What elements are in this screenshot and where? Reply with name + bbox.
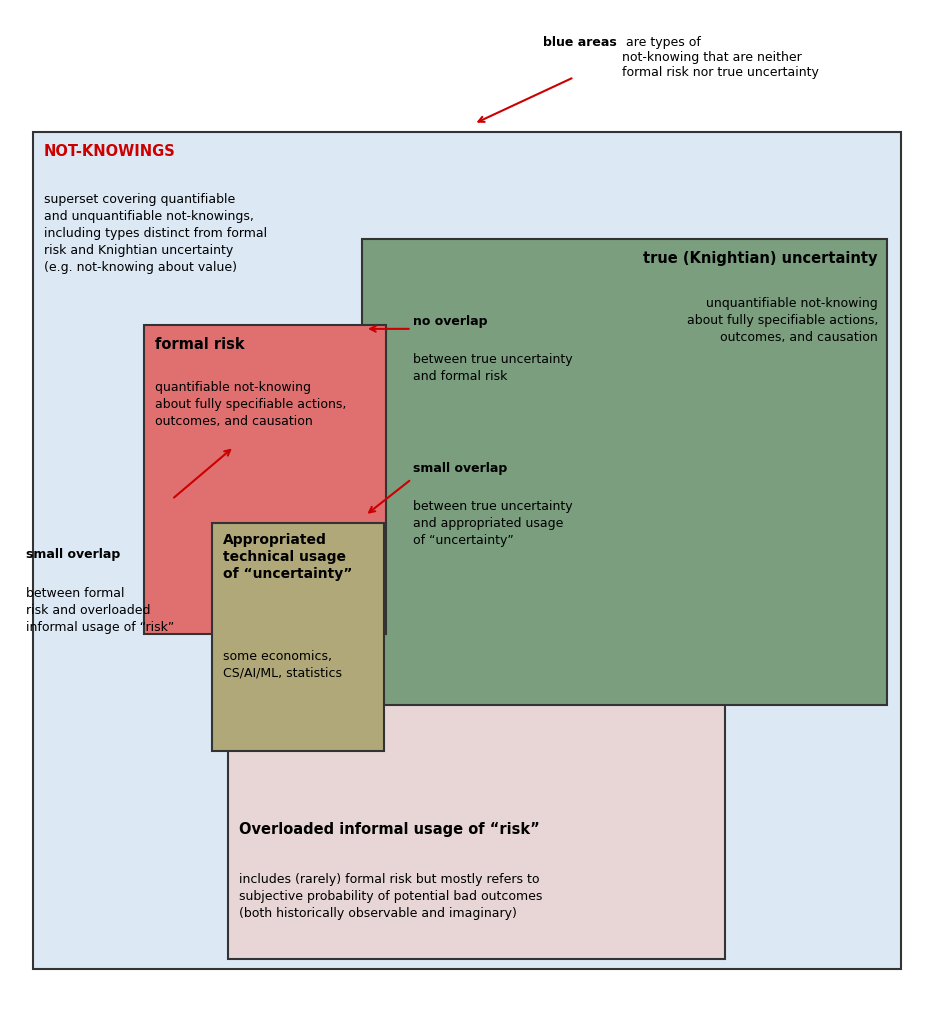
- Bar: [227, 406, 724, 959]
- Text: blue areas: blue areas: [543, 36, 616, 49]
- Text: NOT-KNOWINGS: NOT-KNOWINGS: [44, 144, 175, 159]
- Text: unquantifiable not-knowing
about fully specifiable actions,
outcomes, and causat: unquantifiable not-knowing about fully s…: [686, 297, 877, 344]
- Bar: [362, 239, 886, 705]
- Text: Appropriated
technical usage
of “uncertainty”: Appropriated technical usage of “uncerta…: [223, 533, 352, 582]
- Text: Overloaded informal usage of “risk”: Overloaded informal usage of “risk”: [238, 822, 539, 837]
- Bar: [144, 325, 385, 634]
- Text: between formal
risk and overloaded
informal usage of “risk”: between formal risk and overloaded infor…: [26, 587, 174, 633]
- Text: true (Knightian) uncertainty: true (Knightian) uncertainty: [643, 251, 877, 266]
- Text: between true uncertainty
and formal risk: between true uncertainty and formal risk: [413, 353, 573, 384]
- Text: quantifiable not-knowing
about fully specifiable actions,
outcomes, and causatio: quantifiable not-knowing about fully spe…: [155, 381, 346, 427]
- Bar: [32, 132, 900, 969]
- Text: no overlap: no overlap: [413, 315, 487, 328]
- Text: includes (rarely) formal risk but mostly refers to
subjective probability of pot: includes (rarely) formal risk but mostly…: [238, 873, 542, 920]
- Text: are types of
not-knowing that are neither
formal risk nor true uncertainty: are types of not-knowing that are neithe…: [622, 36, 818, 78]
- Text: some economics,
CS/AI/ML, statistics: some economics, CS/AI/ML, statistics: [223, 650, 342, 680]
- Text: formal risk: formal risk: [155, 337, 244, 352]
- Text: superset covering quantifiable
and unquantifiable not-knowings,
including types : superset covering quantifiable and unqua…: [44, 193, 266, 274]
- Text: small overlap: small overlap: [413, 462, 507, 475]
- Bar: [212, 523, 383, 751]
- Text: between true uncertainty
and appropriated usage
of “uncertainty”: between true uncertainty and appropriate…: [413, 500, 573, 547]
- Text: small overlap: small overlap: [26, 548, 120, 561]
